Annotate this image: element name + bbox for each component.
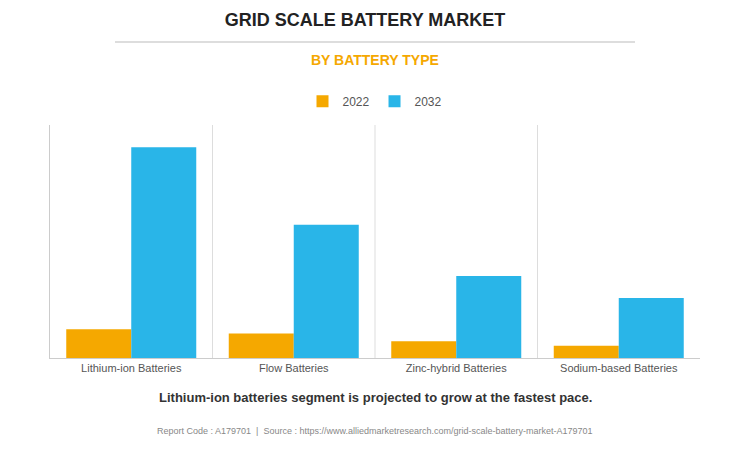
svg-text:Lithium-ion Batteries: Lithium-ion Batteries: [81, 362, 182, 374]
svg-text:GRID SCALE BATTERY MARKET: GRID SCALE BATTERY MARKET: [225, 10, 506, 30]
svg-text:BY BATTERY TYPE: BY BATTERY TYPE: [311, 52, 439, 68]
svg-text:Flow Batteries: Flow Batteries: [259, 362, 329, 374]
svg-text:2022: 2022: [343, 95, 370, 109]
svg-text:2032: 2032: [415, 95, 442, 109]
svg-text:Sodium-based Batteries: Sodium-based Batteries: [560, 362, 678, 374]
svg-text:Lithium-ion batteries segment: Lithium-ion batteries segment is project…: [159, 390, 592, 405]
svg-text:Zinc-hybrid Batteries: Zinc-hybrid Batteries: [406, 362, 507, 374]
svg-text:Report Code : A179701 | Sour: Report Code : A179701 | Source : https:/…: [157, 426, 593, 436]
